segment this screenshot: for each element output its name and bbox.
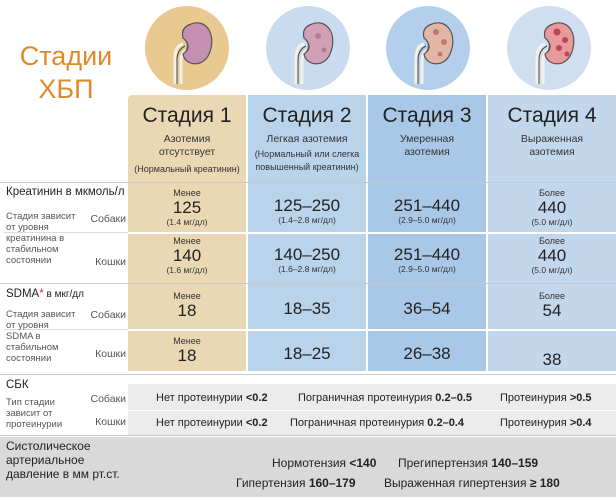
bp-severe-hypertension: Выраженная гипертензия ≥ 180 <box>384 476 560 490</box>
stage-2-description: Легкая азотемия (Нормальный или слегка п… <box>254 133 360 172</box>
divider <box>0 182 616 183</box>
sbk-dogs-none: Нет протеинурии <0.2 <box>156 392 268 404</box>
species-dogs: Собаки <box>90 213 127 225</box>
creatinine-dogs-stage-2: 125–250 (1.4–2.8 мг/дл) <box>273 196 341 225</box>
creatinine-cats-stage-2: 140–250 (1.6–2.8 мг/дл) <box>273 245 341 274</box>
kidney-stage-3-icon <box>386 6 470 90</box>
sdma-dogs-stage-1: Менее 18 <box>173 291 201 320</box>
creatinine-dogs-stage-1: Менее 125 (1.4 мг/дл) <box>166 188 208 227</box>
sdma-dogs-stage-4: Более 54 <box>539 291 565 320</box>
creatinine-sublabel: Стадия зависит от уровня креатинина в ст… <box>6 211 76 266</box>
row-divider <box>128 329 616 331</box>
stage-4-title: Стадия 4 <box>507 104 597 127</box>
sbk-cats-none: Нет протеинурии <0.2 <box>156 417 268 429</box>
sbk-dogs-proteinuria: Протеинурия >0.5 <box>500 392 592 404</box>
sdma-sublabel: Стадия зависит от уровня SDMA в стабильн… <box>6 309 76 364</box>
blood-pressure-band <box>0 437 616 497</box>
bp-prehypertension: Прегипертензия 140–159 <box>398 456 539 470</box>
creatinine-cats-stage-1: Менее 140 (1.6 мг/дл) <box>166 236 208 275</box>
species-cats: Кошки <box>95 256 126 268</box>
sdma-label: SDMA* в мкг/дл <box>6 288 84 300</box>
row-divider <box>128 232 616 234</box>
sbk-sublabel: Тип стадии зависит от протеинурии <box>6 397 63 430</box>
sbk-dogs-borderline: Пограничная протеинурия 0.2–0.5 <box>298 392 472 404</box>
sdma-footnote-star: * <box>39 288 44 300</box>
bp-normotension: Нормотензия <140 <box>272 456 377 470</box>
sbk-dogs-band <box>128 384 616 410</box>
species-cats: Кошки <box>95 348 126 360</box>
creatinine-cats-stage-3: 251–440 (2.9–5.0 мг/дл) <box>393 245 461 274</box>
stage-1-title: Стадия 1 <box>142 104 232 127</box>
kidney-stage-4-icon <box>507 6 591 90</box>
sbk-cats-borderline: Пограничная протеинурия 0.2–0.4 <box>290 417 464 429</box>
stage-3-title: Стадия 3 <box>382 104 472 127</box>
creatinine-label: Креатинин в мкмоль/л <box>6 186 125 198</box>
species-dogs: Собаки <box>90 393 127 405</box>
sbk-cats-band <box>128 411 616 435</box>
species-dogs: Собаки <box>90 309 127 321</box>
kidney-stage-2-icon <box>266 6 350 90</box>
divider <box>4 232 128 233</box>
divider <box>4 329 128 330</box>
creatinine-dogs-stage-3: 251–440 (2.9–5.0 мг/дл) <box>393 196 461 225</box>
divider <box>0 283 616 284</box>
stage-3-description: Умеренная азотемия <box>399 133 455 158</box>
sbk-label: СБК <box>6 379 29 391</box>
creatinine-dogs-stage-4: Более 440 (5.0 мг/дл) <box>531 188 573 227</box>
page-title: Стадии ХБП <box>19 41 113 104</box>
sdma-cats-stage-2: 18–25 <box>283 344 331 363</box>
species-cats: Кошки <box>95 416 126 428</box>
sdma-dogs-stage-3: 36–54 <box>403 299 451 318</box>
stage-1-description: Азотемия отсутствует (Нормальный креатин… <box>134 133 240 174</box>
sdma-cats-stage-1: Менее 18 <box>173 336 201 365</box>
stage-4-description: Выраженная азотемия <box>520 133 584 158</box>
bp-hypertension: Гипертензия 160–179 <box>236 476 356 490</box>
stage-2-title: Стадия 2 <box>262 104 352 127</box>
blood-pressure-label: Систолическое артериальное давление в мм… <box>6 439 120 481</box>
divider <box>0 435 616 436</box>
kidney-stage-1-icon <box>145 6 229 90</box>
sdma-dogs-stage-2: 18–35 <box>283 299 331 318</box>
creatinine-cats-stage-4: Более 440 (5.0 мг/дл) <box>531 236 573 275</box>
sbk-cats-proteinuria: Протеинурия >0.4 <box>500 417 592 429</box>
sdma-cats-stage-3: 26–38 <box>403 344 451 363</box>
sdma-cats-stage-4: 38 <box>542 350 562 369</box>
divider <box>0 374 616 375</box>
